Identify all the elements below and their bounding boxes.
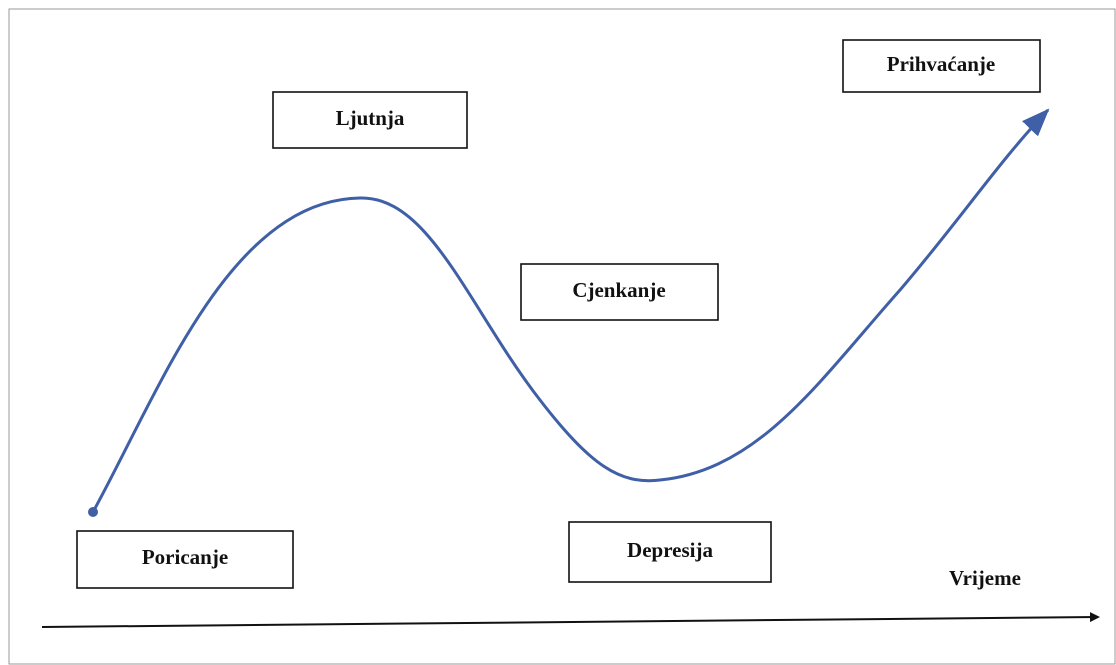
stage-label: Prihvaćanje	[887, 52, 995, 76]
stage-label: Cjenkanje	[572, 278, 665, 302]
start-dot	[88, 507, 98, 517]
stage-box	[76, 530, 294, 589]
time-axis	[41, 612, 1100, 628]
stage-label: Depresija	[627, 538, 713, 562]
curve	[91, 108, 1050, 513]
stage-label: Ljutnja	[336, 106, 405, 130]
stage-box	[520, 263, 719, 321]
stage-box	[842, 39, 1041, 93]
axis-label: Vrijeme	[949, 566, 1021, 590]
stage-label: Poricanje	[142, 545, 228, 569]
stage-box	[272, 91, 468, 149]
frame	[8, 8, 1116, 665]
stage-box	[568, 521, 772, 583]
